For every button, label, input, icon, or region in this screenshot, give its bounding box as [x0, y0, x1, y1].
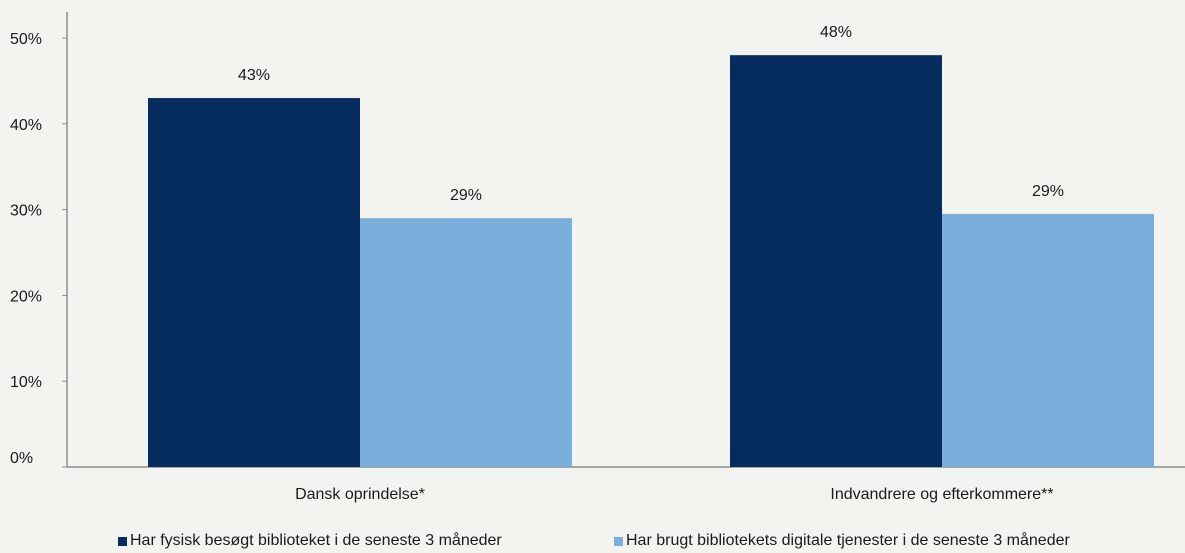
- y-tick-label: 20%: [10, 288, 42, 305]
- legend-label-digital: Har brugt bibliotekets digitale tjeneste…: [626, 532, 1070, 549]
- legend-swatch-digital: [614, 536, 623, 546]
- bar-group: [148, 55, 1154, 467]
- category-label: Indvandrere og efterkommere**: [830, 486, 1053, 503]
- data-label: 29%: [1032, 183, 1064, 200]
- legend-item-digital: Har brugt bibliotekets digitale tjeneste…: [614, 532, 1070, 550]
- legend: Har fysisk besøgt biblioteket i de senes…: [0, 532, 1185, 553]
- data-labels: 43% 29% 48% 29%: [238, 24, 1064, 204]
- data-label: 48%: [820, 24, 852, 41]
- legend-swatch-physical: [118, 536, 127, 546]
- data-label: 43%: [238, 67, 270, 84]
- y-tick-label: 0%: [10, 450, 33, 467]
- y-tick-label: 10%: [10, 374, 42, 391]
- bar-digital-1: [942, 213, 1154, 467]
- legend-item-physical: Har fysisk besøgt biblioteket i de senes…: [118, 532, 502, 550]
- category-labels: Dansk oprindelse* Indvandrere og efterkom…: [295, 486, 1054, 503]
- y-tick-label: 30%: [10, 203, 42, 220]
- bar-physical-1: [730, 55, 942, 467]
- category-label: Dansk oprindelse*: [295, 486, 425, 503]
- bar-physical-0: [148, 98, 360, 467]
- y-tick-label: 50%: [10, 31, 42, 48]
- y-axis-ticks: 0% 10% 20% 30% 40% 50%: [10, 31, 67, 468]
- data-label: 29%: [450, 187, 482, 204]
- bar-digital-0: [360, 218, 572, 467]
- y-tick-label: 40%: [10, 117, 42, 134]
- bar-chart: 0% 10% 20% 30% 40% 50% 43% 29% 48% 29% Dansk opr…: [10, 12, 1185, 503]
- legend-label-physical: Har fysisk besøgt biblioteket i de senes…: [130, 532, 502, 549]
